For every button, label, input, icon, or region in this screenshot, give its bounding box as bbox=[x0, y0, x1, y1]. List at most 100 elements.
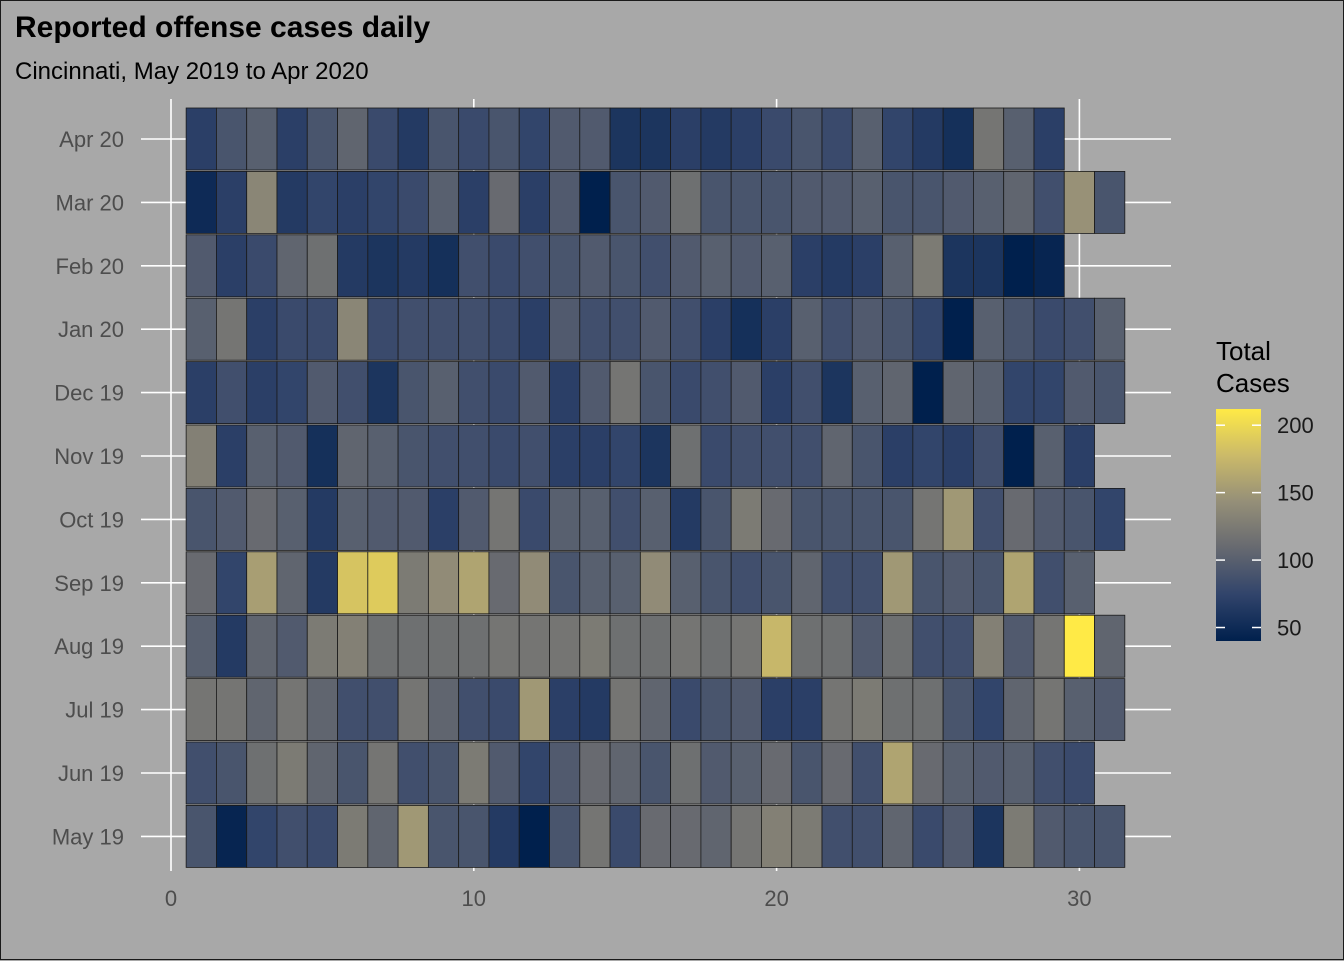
heatmap-cell bbox=[851, 361, 883, 425]
heatmap-cell bbox=[488, 614, 520, 678]
heatmap-cell bbox=[821, 741, 853, 805]
heatmap-cell bbox=[367, 678, 399, 741]
heatmap-cell bbox=[549, 614, 581, 678]
heatmap-cell bbox=[821, 297, 853, 361]
heatmap-cell bbox=[579, 614, 611, 678]
heatmap-cell bbox=[639, 741, 672, 805]
heatmap-cell bbox=[821, 551, 853, 615]
heatmap-cell bbox=[761, 297, 793, 361]
heatmap-cell bbox=[458, 107, 490, 171]
heatmap-cell bbox=[1003, 487, 1035, 551]
heatmap-cell bbox=[1003, 170, 1035, 234]
heatmap-cell bbox=[276, 741, 308, 805]
heatmap-cell bbox=[609, 805, 641, 868]
heatmap-cell bbox=[700, 551, 732, 615]
heatmap-cell bbox=[1003, 107, 1035, 171]
heatmap-cell bbox=[821, 678, 853, 741]
heatmap-cell bbox=[337, 487, 369, 551]
heatmap-cell bbox=[216, 487, 248, 551]
heatmap-cell bbox=[761, 170, 793, 234]
heatmap-cell bbox=[1033, 551, 1065, 615]
heatmap-cell bbox=[882, 551, 914, 615]
heatmap-cell bbox=[761, 551, 793, 615]
heatmap-cell bbox=[1033, 234, 1065, 298]
heatmap-cell bbox=[791, 297, 823, 361]
heatmap-cell bbox=[791, 170, 823, 234]
heatmap-cell bbox=[942, 741, 974, 805]
heatmap-cell bbox=[518, 107, 550, 171]
heatmap-cell bbox=[458, 424, 490, 488]
heatmap-cell bbox=[761, 234, 793, 298]
heatmap-cell bbox=[1063, 614, 1095, 678]
heatmap-cell bbox=[427, 551, 460, 615]
y-tick-label: Sep 19 bbox=[54, 571, 124, 596]
heatmap-cell bbox=[337, 805, 369, 868]
y-tick-label: Aug 19 bbox=[54, 634, 124, 659]
heatmap-cell bbox=[427, 424, 460, 488]
heatmap-cell bbox=[791, 487, 823, 551]
heatmap-cell bbox=[518, 170, 550, 234]
x-tick-label: 30 bbox=[1067, 886, 1091, 911]
heatmap-cell bbox=[518, 805, 550, 868]
heatmap-cell bbox=[488, 424, 520, 488]
heatmap-cell bbox=[579, 170, 611, 234]
legend-title: Total bbox=[1216, 336, 1271, 366]
heatmap-cell bbox=[609, 551, 641, 615]
heatmap-cell bbox=[973, 741, 1005, 805]
legend-tick-label: 100 bbox=[1277, 548, 1314, 573]
heatmap-cell bbox=[851, 678, 883, 741]
heatmap-cell bbox=[882, 487, 914, 551]
heatmap-cell bbox=[639, 487, 672, 551]
heatmap-cell bbox=[639, 170, 672, 234]
heatmap-cell bbox=[1033, 170, 1065, 234]
heatmap-cell bbox=[185, 170, 217, 234]
heatmap-cell bbox=[579, 297, 611, 361]
heatmap-cell bbox=[579, 361, 611, 425]
heatmap-cell bbox=[791, 361, 823, 425]
heatmap-cell bbox=[276, 361, 308, 425]
heatmap-cell bbox=[246, 361, 278, 425]
heatmap-cell bbox=[367, 551, 399, 615]
heatmap-cell bbox=[306, 297, 338, 361]
heatmap-cell bbox=[761, 741, 793, 805]
heatmap-cell bbox=[458, 170, 490, 234]
heatmap-cell bbox=[821, 234, 853, 298]
heatmap-cell bbox=[1033, 297, 1065, 361]
heatmap-cell bbox=[1003, 361, 1035, 425]
heatmap-cell bbox=[942, 297, 974, 361]
heatmap-cell bbox=[306, 551, 338, 615]
heatmap-cell bbox=[791, 424, 823, 488]
heatmap-cell bbox=[185, 805, 217, 868]
heatmap-cell bbox=[912, 234, 944, 298]
heatmap-cell bbox=[851, 741, 883, 805]
heatmap-cell bbox=[488, 551, 520, 615]
heatmap-cell bbox=[367, 805, 399, 868]
heatmap-cell bbox=[609, 614, 641, 678]
heatmap-cell bbox=[973, 487, 1005, 551]
heatmap-cell bbox=[518, 487, 550, 551]
heatmap-cell bbox=[216, 107, 248, 171]
heatmap-cell bbox=[1063, 361, 1095, 425]
x-tick-label: 10 bbox=[462, 886, 486, 911]
heatmap-cell bbox=[549, 170, 581, 234]
heatmap-cell bbox=[246, 487, 278, 551]
heatmap-cell bbox=[942, 678, 974, 741]
heatmap-cell bbox=[397, 678, 429, 741]
heatmap-cell bbox=[579, 741, 611, 805]
heatmap-cell bbox=[670, 741, 702, 805]
heatmap-cell bbox=[882, 361, 914, 425]
heatmap-cell bbox=[488, 487, 520, 551]
heatmap-cell bbox=[216, 741, 248, 805]
heatmap-cell bbox=[761, 614, 793, 678]
heatmap-cell bbox=[579, 424, 611, 488]
heatmap-cell bbox=[912, 361, 944, 425]
heatmap-cell bbox=[942, 361, 974, 425]
heatmap-cell bbox=[367, 741, 399, 805]
heatmap-cell bbox=[488, 805, 520, 868]
heatmap-cell bbox=[882, 297, 914, 361]
heatmap-cell bbox=[912, 741, 944, 805]
heatmap-cell bbox=[1003, 805, 1035, 868]
heatmap-cell bbox=[185, 361, 217, 425]
